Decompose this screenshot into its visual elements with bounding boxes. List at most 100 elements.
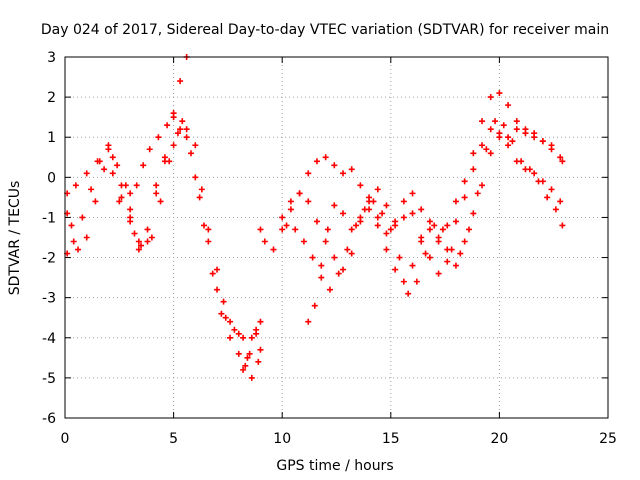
y-tick-label: -1 bbox=[42, 210, 56, 226]
data-point bbox=[392, 222, 399, 229]
data-point bbox=[135, 238, 142, 245]
data-point bbox=[96, 158, 103, 165]
y-axis-ticks: -6 -5 -4 -3 -2 -1 0 1 2 3 bbox=[42, 50, 608, 427]
data-point bbox=[305, 198, 312, 205]
data-point bbox=[205, 226, 212, 233]
data-point bbox=[257, 346, 264, 353]
data-point bbox=[83, 234, 90, 241]
y-axis-label: SDTVAR / TECUs bbox=[7, 181, 23, 296]
data-point bbox=[505, 102, 512, 109]
data-point bbox=[75, 246, 82, 253]
data-point bbox=[218, 310, 225, 317]
data-point bbox=[244, 354, 251, 361]
data-point bbox=[374, 214, 381, 221]
data-point bbox=[335, 270, 342, 277]
data-point bbox=[177, 126, 184, 133]
data-point bbox=[79, 214, 86, 221]
data-point bbox=[340, 210, 347, 217]
data-point bbox=[187, 150, 194, 157]
data-point bbox=[255, 358, 262, 365]
data-point bbox=[559, 222, 566, 229]
data-point bbox=[435, 270, 442, 277]
data-point bbox=[522, 126, 529, 133]
x-tick-label: 25 bbox=[599, 431, 617, 447]
data-series bbox=[305, 90, 566, 325]
data-point bbox=[452, 218, 459, 225]
data-point bbox=[170, 142, 177, 149]
data-point bbox=[300, 238, 307, 245]
data-point bbox=[209, 270, 216, 277]
data-point bbox=[144, 238, 151, 245]
data-point bbox=[174, 130, 181, 137]
data-point bbox=[72, 182, 79, 189]
data-point bbox=[474, 190, 481, 197]
data-point bbox=[109, 170, 116, 177]
data-point bbox=[83, 170, 90, 177]
data-point bbox=[222, 314, 229, 321]
data-point bbox=[235, 350, 242, 357]
data-point bbox=[379, 210, 386, 217]
data-point bbox=[405, 290, 412, 297]
data-point bbox=[418, 206, 425, 213]
data-point bbox=[487, 94, 494, 101]
data-point bbox=[383, 230, 390, 237]
data-point bbox=[109, 154, 116, 161]
data-point bbox=[461, 194, 468, 201]
data-point bbox=[205, 238, 212, 245]
data-point bbox=[461, 178, 468, 185]
data-point bbox=[409, 190, 416, 197]
data-point bbox=[246, 350, 253, 357]
data-point bbox=[122, 182, 129, 189]
data-series bbox=[257, 126, 564, 277]
data-series bbox=[64, 54, 190, 253]
data-point bbox=[68, 222, 75, 229]
data-point bbox=[505, 134, 512, 141]
data-point bbox=[496, 90, 503, 97]
data-point bbox=[348, 226, 355, 233]
data-point bbox=[448, 246, 455, 253]
data-point bbox=[148, 234, 155, 241]
data-point bbox=[279, 214, 286, 221]
data-point bbox=[183, 134, 190, 141]
data-point bbox=[227, 318, 234, 325]
data-point bbox=[374, 186, 381, 193]
data-point bbox=[505, 142, 512, 149]
data-point bbox=[201, 222, 208, 229]
data-point bbox=[383, 246, 390, 253]
data-point bbox=[214, 286, 221, 293]
data-point bbox=[322, 154, 329, 161]
y-tick-label: 0 bbox=[47, 170, 56, 186]
x-tick-label: 10 bbox=[273, 431, 291, 447]
data-point bbox=[374, 222, 381, 229]
data-point bbox=[348, 166, 355, 173]
y-tick-label: 1 bbox=[47, 130, 56, 146]
data-point bbox=[140, 162, 147, 169]
data-point bbox=[409, 210, 416, 217]
data-point bbox=[361, 206, 368, 213]
data-series bbox=[64, 126, 264, 373]
data-point bbox=[370, 198, 377, 205]
data-point bbox=[318, 262, 325, 269]
data-series bbox=[64, 114, 264, 357]
data-point bbox=[279, 226, 286, 233]
data-point bbox=[479, 142, 486, 149]
data-series bbox=[283, 118, 566, 297]
data-point bbox=[235, 330, 242, 337]
data-point bbox=[92, 198, 99, 205]
data-point bbox=[318, 274, 325, 281]
data-point bbox=[242, 362, 249, 369]
data-point bbox=[539, 138, 546, 145]
data-point bbox=[479, 182, 486, 189]
x-tick-label: 0 bbox=[61, 431, 70, 447]
data-point bbox=[531, 170, 538, 177]
data-point bbox=[559, 158, 566, 165]
data-point bbox=[413, 278, 420, 285]
data-point bbox=[257, 226, 264, 233]
plot-frame bbox=[64, 56, 609, 419]
data-point bbox=[283, 222, 290, 229]
data-point bbox=[392, 266, 399, 273]
data-point bbox=[153, 182, 160, 189]
data-point bbox=[116, 198, 123, 205]
data-point bbox=[487, 150, 494, 157]
